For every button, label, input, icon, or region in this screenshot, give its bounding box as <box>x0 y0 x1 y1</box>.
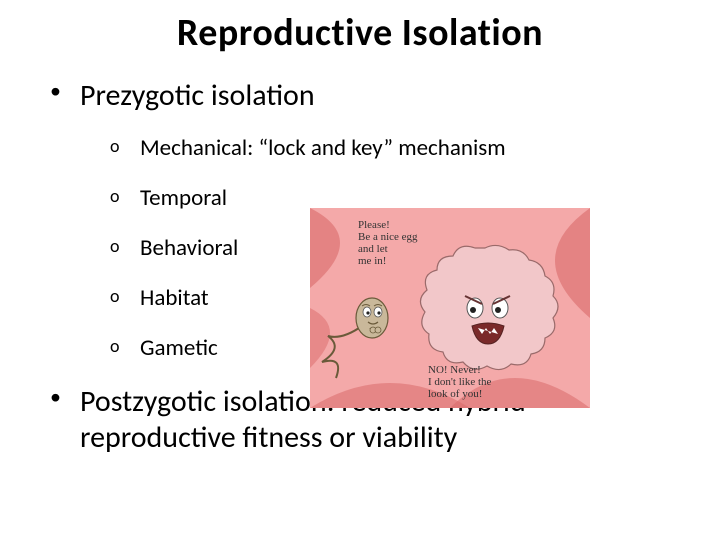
egg-body <box>420 245 558 369</box>
egg-character <box>420 245 558 369</box>
cartoon-illustration: Please! Be a nice egg and let me in! NO!… <box>310 208 590 408</box>
bullet-prezygotic-label: Prezygotic isolation <box>80 78 680 114</box>
sub-mechanical: Mechanical: “lock and key” mechanism <box>110 134 680 162</box>
slide-title: Reproductive Isolation <box>40 10 680 56</box>
